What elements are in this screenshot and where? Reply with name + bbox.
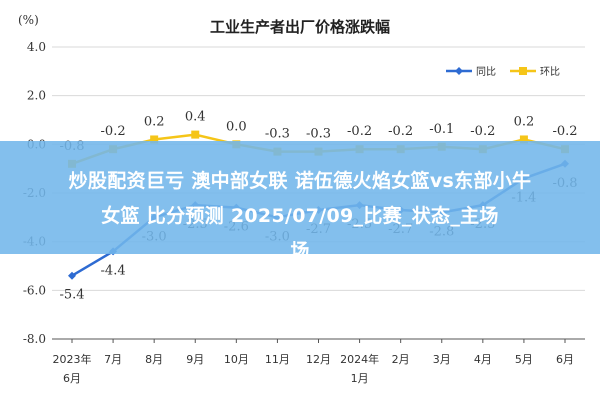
x-axis-ticks: 2023年 6月 7月 8月 9月 10月 11月 12月 2024年 1月 2月 3月 4月 5月 6月 bbox=[52, 338, 585, 385]
legend-marker-yoy bbox=[455, 67, 463, 75]
x-tick-label: 5月 bbox=[515, 353, 533, 366]
mom-data-label: 0.2 bbox=[514, 114, 535, 129]
banner-line-2: 女篮 比分预测 2025/07/09_比赛_状态_主场 bbox=[101, 205, 499, 227]
yoy-point bbox=[68, 271, 76, 280]
banner-line-3: 场 bbox=[290, 240, 310, 254]
y-tick-label: -6.0 bbox=[23, 283, 46, 297]
x-tick-label: 7月 bbox=[104, 353, 122, 366]
mom-data-label: -0.3 bbox=[265, 127, 290, 142]
x-tick-label: 3月 bbox=[433, 353, 451, 366]
mom-data-label: -0.2 bbox=[470, 124, 495, 139]
x-tick-label: 10月 bbox=[224, 353, 249, 366]
legend-marker-mom bbox=[519, 67, 527, 75]
x-tick-label: 8月 bbox=[145, 353, 163, 366]
mom-data-label: -0.3 bbox=[306, 127, 331, 142]
y-tick-label: -8.0 bbox=[23, 332, 46, 346]
mom-data-label: 0.0 bbox=[226, 119, 247, 134]
mom-data-label: 0.4 bbox=[185, 110, 206, 125]
legend: 同比 环比 bbox=[446, 66, 560, 78]
x-tick-label: 1月 bbox=[351, 372, 369, 385]
mom-data-label: -0.2 bbox=[101, 124, 126, 139]
legend-label-mom: 环比 bbox=[540, 66, 560, 78]
mom-point bbox=[150, 135, 159, 144]
x-tick-label: 4月 bbox=[474, 353, 492, 366]
mom-data-label: -0.2 bbox=[552, 124, 577, 139]
y-unit-label: (%) bbox=[18, 13, 39, 27]
x-tick-label: 6月 bbox=[63, 372, 81, 385]
legend-label-yoy: 同比 bbox=[476, 66, 496, 78]
chart-title: 工业生产者出厂价格涨跌幅 bbox=[210, 18, 390, 36]
mom-point bbox=[519, 135, 528, 144]
x-tick-label: 2023年 bbox=[53, 352, 92, 366]
overlay-banner[interactable]: 炒股配资巨亏 澳中部女联 诺伍德火焰女篮vs东部小牛 女篮 比分预测 2025/… bbox=[0, 141, 600, 254]
x-tick-label: 9月 bbox=[186, 353, 204, 366]
y-tick-label: 2.0 bbox=[27, 89, 46, 103]
x-tick-label: 2024年 bbox=[340, 352, 379, 366]
x-tick-label: 11月 bbox=[265, 353, 290, 366]
y-tick-label: 4.0 bbox=[27, 40, 46, 54]
mom-data-label: -0.2 bbox=[388, 124, 413, 139]
x-tick-label: 12月 bbox=[306, 353, 331, 366]
mom-data-label: -0.2 bbox=[347, 124, 372, 139]
mom-data-label: -0.1 bbox=[429, 122, 454, 137]
mom-point bbox=[191, 130, 200, 139]
x-tick-label: 6月 bbox=[556, 353, 574, 366]
x-tick-label: 2月 bbox=[392, 353, 410, 366]
banner-line-1: 炒股配资巨亏 澳中部女联 诺伍德火焰女篮vs东部小牛 bbox=[68, 170, 532, 192]
mom-data-label: 0.2 bbox=[144, 114, 165, 129]
yoy-data-label: -4.4 bbox=[101, 263, 126, 278]
yoy-data-label: -5.4 bbox=[59, 288, 84, 303]
